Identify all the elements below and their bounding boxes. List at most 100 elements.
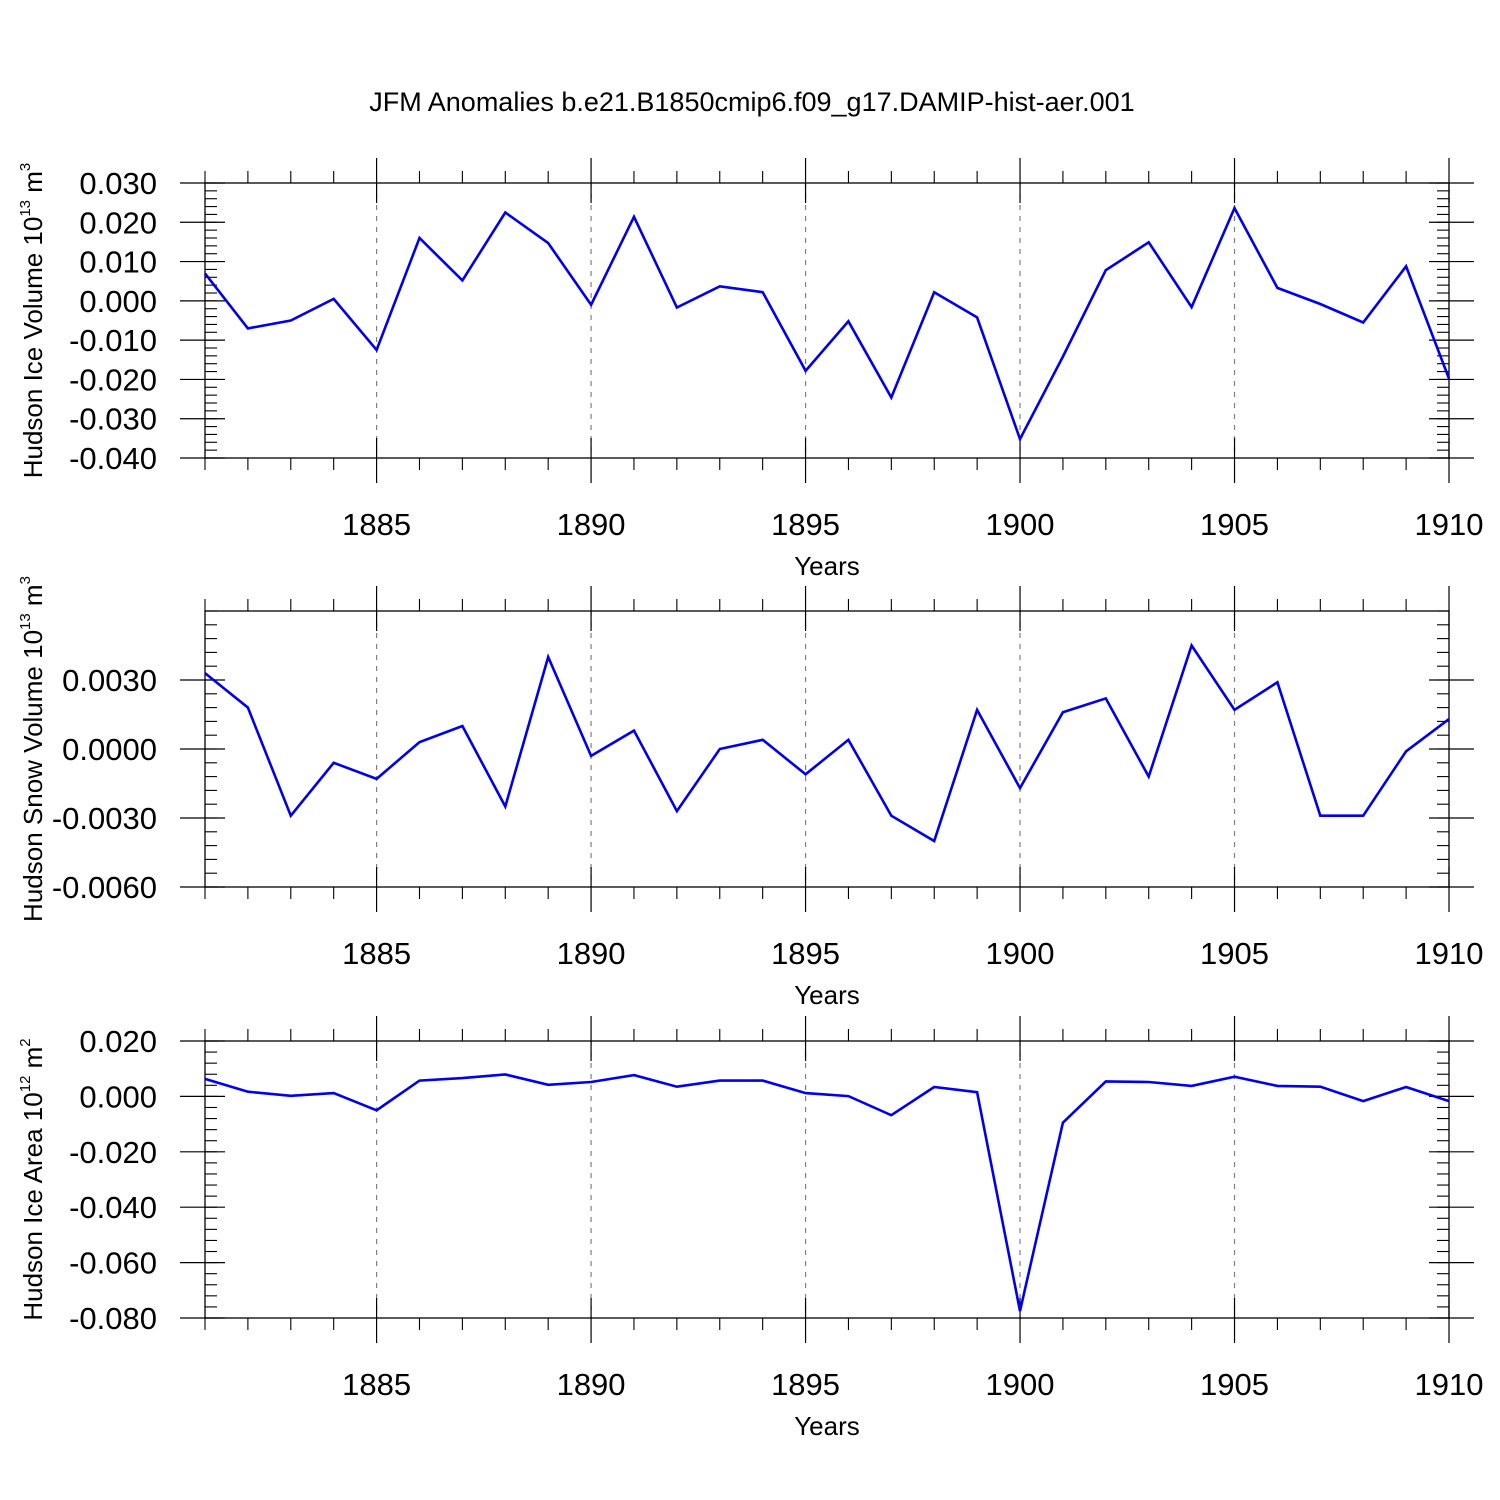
data-point bbox=[589, 303, 593, 307]
data-point bbox=[203, 1077, 207, 1081]
y-axis-title-unit-exponent: 3 bbox=[17, 163, 34, 171]
data-point bbox=[1018, 1309, 1022, 1313]
data-point bbox=[546, 241, 550, 245]
data-point bbox=[460, 1076, 464, 1080]
data-point bbox=[1018, 437, 1022, 441]
x-tick-label: 1905 bbox=[1200, 1367, 1269, 1402]
data-point bbox=[1233, 206, 1237, 210]
figure-title: JFM Anomalies b.e21.B1850cmip6.f09_g17.D… bbox=[369, 87, 1134, 117]
y-axis-title-unit-exponent: 2 bbox=[17, 1038, 34, 1046]
plot-frame bbox=[204, 610, 1450, 888]
data-point bbox=[1147, 240, 1151, 244]
y-axis-title-exponent: 13 bbox=[17, 200, 34, 217]
data-point bbox=[1447, 717, 1451, 721]
data-point bbox=[1404, 1085, 1408, 1089]
data-point bbox=[846, 1094, 850, 1098]
y-tick-label: -0.040 bbox=[69, 441, 157, 476]
y-axis-title: Hudson Ice Area 1012 m2 bbox=[17, 1038, 48, 1320]
data-point bbox=[417, 236, 421, 240]
x-tick-label: 1890 bbox=[557, 507, 626, 542]
data-point bbox=[1404, 264, 1408, 268]
data-point bbox=[332, 761, 336, 765]
x-tick-label: 1900 bbox=[986, 936, 1055, 971]
data-point bbox=[589, 754, 593, 758]
y-tick-label: -0.020 bbox=[69, 1135, 157, 1170]
y-axis-title-unit: m bbox=[18, 1047, 48, 1076]
chart-panel-1: -0.040 -0.030 -0.020 -0.010 0.000 0.010 0.020 0… bbox=[17, 158, 1483, 581]
data-point bbox=[1190, 644, 1194, 648]
x-tick-label: 1905 bbox=[1200, 936, 1269, 971]
data-point bbox=[846, 319, 850, 323]
data-point bbox=[1275, 680, 1279, 684]
data-point bbox=[1104, 268, 1108, 272]
data-point bbox=[503, 1073, 507, 1077]
series-line bbox=[204, 1073, 1450, 1312]
x-tick-label: 1890 bbox=[557, 1367, 626, 1402]
data-point bbox=[1061, 1121, 1065, 1125]
data-point bbox=[375, 777, 379, 781]
y-tick-label: -0.020 bbox=[69, 362, 157, 397]
data-point bbox=[1061, 355, 1065, 359]
data-point bbox=[417, 1079, 421, 1083]
data-point bbox=[1404, 749, 1408, 753]
data-point bbox=[1318, 1085, 1322, 1089]
y-axis-title: Hudson Snow Volume 1013 m3 bbox=[17, 576, 48, 922]
data-point bbox=[332, 1091, 336, 1095]
x-tick-label: 1905 bbox=[1200, 507, 1269, 542]
data-point bbox=[1361, 814, 1365, 818]
data-point bbox=[632, 729, 636, 733]
x-tick-label: 1900 bbox=[986, 507, 1055, 542]
data-point bbox=[375, 348, 379, 352]
data-point bbox=[846, 738, 850, 742]
y-axis-title-exponent: 12 bbox=[17, 1076, 34, 1093]
data-point bbox=[1104, 1079, 1108, 1083]
data-point bbox=[675, 306, 679, 310]
data-point bbox=[1233, 708, 1237, 712]
data-point bbox=[246, 326, 250, 330]
x-axis-title: Years bbox=[794, 1411, 860, 1441]
x-tick-label: 1885 bbox=[342, 507, 411, 542]
data-point bbox=[546, 655, 550, 659]
y-axis-title-unit: m bbox=[18, 584, 48, 613]
y-tick-label: 0.0000 bbox=[62, 732, 157, 767]
x-axis-title: Years bbox=[794, 980, 860, 1010]
data-point bbox=[589, 1080, 593, 1084]
data-point bbox=[1275, 286, 1279, 290]
data-point bbox=[889, 814, 893, 818]
data-point bbox=[675, 809, 679, 813]
y-axis-title-text: Hudson Ice Area 10 bbox=[18, 1092, 48, 1320]
data-point bbox=[460, 724, 464, 728]
data-point bbox=[1361, 320, 1365, 324]
data-point bbox=[932, 839, 936, 843]
data-point bbox=[1104, 696, 1108, 700]
data-point bbox=[1361, 1099, 1365, 1103]
plot-frame bbox=[204, 1040, 1450, 1319]
data-point bbox=[932, 1085, 936, 1089]
y-axis-title-text: Hudson Ice Volume 10 bbox=[18, 217, 48, 479]
data-point bbox=[289, 319, 293, 323]
data-point bbox=[932, 290, 936, 294]
data-point bbox=[632, 215, 636, 219]
data-point bbox=[203, 671, 207, 675]
data-point bbox=[889, 396, 893, 400]
data-point bbox=[975, 1090, 979, 1094]
series-line bbox=[204, 642, 1450, 843]
data-point bbox=[1018, 786, 1022, 790]
data-point bbox=[1190, 305, 1194, 309]
y-axis-title-text: Hudson Snow Volume 10 bbox=[18, 630, 48, 922]
data-point bbox=[761, 290, 765, 294]
x-tick-label: 1895 bbox=[771, 507, 840, 542]
data-point bbox=[804, 369, 808, 373]
y-axis-title-exponent: 13 bbox=[17, 613, 34, 630]
y-axis-title-unit-exponent: 3 bbox=[17, 576, 34, 584]
data-point bbox=[246, 1090, 250, 1094]
data-point bbox=[1233, 1075, 1237, 1079]
y-tick-label: -0.0060 bbox=[52, 870, 157, 905]
chart-panel-3: -0.080 -0.060 -0.040 -0.020 0.000 0.020 1885 18… bbox=[17, 1016, 1483, 1441]
x-tick-label: 1910 bbox=[1415, 1367, 1484, 1402]
data-point bbox=[889, 1113, 893, 1117]
x-tick-label: 1890 bbox=[557, 936, 626, 971]
data-point bbox=[417, 740, 421, 744]
data-point bbox=[761, 738, 765, 742]
data-point bbox=[1147, 775, 1151, 779]
